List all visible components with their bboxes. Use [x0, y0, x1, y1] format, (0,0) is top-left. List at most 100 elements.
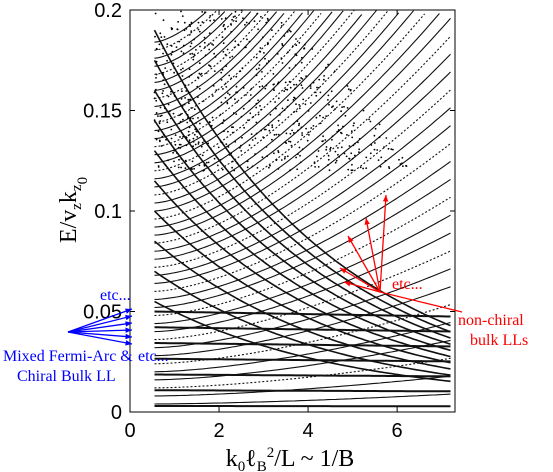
data-point — [162, 134, 165, 136]
data-point — [373, 134, 376, 137]
data-point — [351, 157, 354, 160]
data-point — [302, 98, 305, 101]
data-point — [170, 45, 173, 47]
data-point — [168, 113, 171, 116]
data-point — [262, 136, 264, 139]
data-point — [180, 68, 182, 71]
y-axis-ticks: 0 0.05 0.1 0.15 0.2 — [83, 0, 455, 424]
data-point — [208, 32, 211, 35]
data-point — [294, 64, 297, 67]
data-point — [224, 53, 227, 56]
data-point — [196, 130, 198, 133]
data-point — [196, 85, 199, 88]
data-point — [327, 99, 329, 101]
data-point — [198, 164, 201, 167]
red-arrow — [365, 217, 381, 293]
data-point — [215, 89, 218, 92]
red-etc: etc... — [392, 276, 423, 293]
nonchiral-level-line — [154, 178, 451, 309]
data-point — [298, 122, 301, 125]
data-point — [186, 121, 189, 124]
nonchiral-level-line — [154, 9, 355, 172]
red-arrows — [339, 194, 463, 313]
data-point — [164, 164, 167, 167]
data-point — [185, 28, 188, 30]
data-point — [193, 133, 196, 136]
data-point — [190, 73, 193, 76]
data-point — [207, 142, 210, 145]
data-point — [244, 23, 246, 26]
data-point — [155, 99, 158, 102]
data-point — [369, 120, 372, 123]
data-point — [187, 91, 190, 93]
data-point — [262, 36, 264, 39]
data-point — [348, 145, 351, 147]
data-point — [179, 136, 181, 138]
data-point — [190, 30, 193, 32]
data-point — [289, 30, 292, 33]
data-point — [254, 137, 257, 140]
data-point — [162, 79, 165, 81]
data-point — [231, 166, 234, 169]
nonchiral-level-line — [154, 196, 451, 317]
data-point — [155, 47, 158, 50]
data-point — [300, 84, 303, 87]
data-point — [158, 139, 161, 142]
data-point — [198, 87, 201, 90]
data-point — [162, 90, 165, 92]
data-point — [235, 20, 238, 23]
data-point — [209, 19, 212, 22]
data-point — [157, 165, 160, 167]
data-point — [325, 148, 328, 151]
data-point — [292, 111, 295, 113]
data-point — [158, 122, 161, 125]
data-point — [338, 156, 341, 158]
nonchiral-level-line — [154, 53, 451, 252]
data-point — [193, 108, 196, 111]
data-point — [334, 150, 337, 153]
data-point — [234, 10, 237, 13]
data-point — [221, 68, 224, 71]
data-point — [319, 114, 321, 117]
data-point — [352, 124, 355, 127]
data-point — [188, 75, 191, 78]
nonchiral-level-line — [154, 357, 451, 389]
data-point — [233, 169, 236, 172]
data-point — [188, 34, 191, 36]
data-point — [265, 21, 268, 24]
red-arrow-head — [382, 195, 389, 202]
data-point — [265, 84, 268, 87]
data-point — [195, 49, 197, 51]
data-point — [378, 136, 381, 139]
data-point — [195, 122, 197, 124]
data-point — [193, 38, 195, 41]
data-point — [204, 54, 207, 57]
data-point — [311, 48, 314, 50]
data-point — [165, 138, 167, 141]
data-point — [220, 79, 223, 81]
data-point — [187, 134, 190, 137]
data-point — [248, 99, 251, 102]
nonchiral-level-line — [154, 11, 207, 43]
data-point — [327, 164, 329, 166]
data-point — [158, 43, 161, 46]
data-point — [181, 90, 183, 93]
flat-level-line — [154, 357, 451, 363]
data-point — [384, 160, 387, 162]
data-point — [234, 15, 236, 18]
data-point — [346, 107, 349, 109]
data-point — [327, 158, 330, 161]
data-point — [208, 64, 211, 67]
nonchiral-level-line — [154, 9, 244, 75]
data-point — [184, 167, 187, 170]
data-point — [251, 165, 254, 168]
data-point — [203, 140, 206, 142]
data-point — [288, 140, 290, 143]
data-point — [189, 119, 191, 122]
data-point — [341, 106, 343, 108]
data-point — [185, 144, 188, 147]
data-point — [235, 75, 238, 78]
x-tick-label: 4 — [303, 420, 314, 442]
data-point — [296, 120, 299, 122]
red-label-line1: non-chiral — [458, 312, 524, 329]
